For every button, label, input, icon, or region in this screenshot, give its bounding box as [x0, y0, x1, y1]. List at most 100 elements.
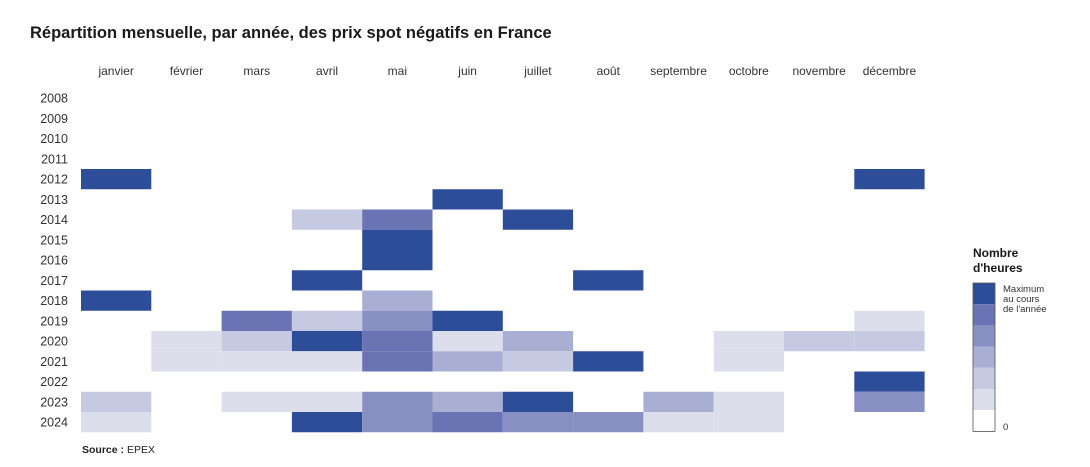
heatmap-cell — [854, 169, 925, 190]
heatmap-cell — [362, 229, 433, 250]
month-label: novembre — [792, 64, 846, 78]
heatmap-cell — [362, 310, 433, 331]
month-label: avril — [316, 64, 338, 78]
year-label: 2010 — [40, 132, 68, 146]
month-label: mars — [243, 64, 270, 78]
heatmap-cell — [854, 391, 925, 412]
heatmap-cell — [573, 412, 644, 433]
heatmap-cell — [362, 351, 433, 372]
heatmap-cell — [291, 331, 363, 352]
legend-swatch — [973, 410, 995, 432]
heatmap-cell — [81, 391, 152, 412]
month-label: février — [170, 64, 203, 78]
legend-max-line1: Maximum — [1003, 284, 1045, 295]
heatmap-cell — [291, 412, 363, 433]
heatmap-cell — [432, 351, 503, 372]
heatmap-cell — [643, 391, 714, 412]
heatmap-cell — [502, 331, 574, 352]
heatmap-cell — [854, 331, 925, 352]
legend-max-line2: au cours — [1003, 294, 1040, 305]
year-label: 2018 — [40, 294, 68, 308]
month-label: janvier — [97, 64, 133, 78]
heatmap-cell — [362, 391, 433, 412]
month-label: juin — [457, 64, 477, 78]
legend-title-line2: d'heures — [973, 261, 1023, 275]
year-label: 2019 — [40, 314, 68, 328]
legend-swatch — [973, 283, 995, 305]
heatmap-cell — [151, 351, 222, 372]
month-label: décembre — [863, 64, 917, 78]
month-label: juillet — [523, 64, 552, 78]
heatmap-cell — [573, 270, 644, 291]
year-label: 2020 — [40, 335, 68, 349]
legend-frame — [972, 282, 996, 432]
heatmap-cell — [854, 371, 925, 392]
legend-swatch — [973, 325, 995, 347]
legend-title-line1: Nombre — [973, 246, 1019, 260]
legend-swatch — [973, 367, 995, 389]
legend-swatch — [973, 304, 995, 326]
heatmap-cell — [151, 331, 222, 352]
heatmap-cell — [81, 412, 152, 433]
heatmap-cell — [432, 189, 503, 210]
source-note: Source : EPEX — [82, 444, 155, 456]
year-label: 2016 — [40, 254, 68, 268]
year-label: 2021 — [40, 355, 68, 369]
legend-swatch — [973, 346, 995, 368]
heatmap-cell — [432, 310, 503, 331]
heatmap-cell — [502, 412, 574, 433]
heatmap-cell — [221, 391, 292, 412]
year-label: 2023 — [40, 395, 68, 409]
legend-title: Nombre d'heures — [973, 246, 1043, 276]
source-label: Source : — [82, 444, 125, 456]
legend-min-label: 0 — [1003, 422, 1009, 433]
heatmap-cell — [362, 209, 433, 230]
heatmap-cell — [432, 391, 503, 412]
heatmap-cell — [362, 412, 433, 433]
heatmap-cell — [854, 310, 925, 331]
month-label: octobre — [729, 64, 769, 78]
year-label: 2012 — [40, 173, 68, 187]
year-label: 2013 — [40, 193, 68, 207]
legend-max-line3: de l'année — [1003, 304, 1047, 315]
year-label: 2011 — [41, 152, 68, 166]
heatmap-cell — [573, 351, 644, 372]
heatmap-cell — [713, 331, 784, 352]
heatmap-cell — [713, 412, 784, 433]
heatmap-cell — [362, 250, 433, 271]
year-label: 2014 — [40, 213, 68, 227]
heatmap-cell — [81, 169, 152, 190]
heatmap-cell — [221, 331, 292, 352]
heatmap-cell — [502, 391, 574, 412]
year-label: 2015 — [40, 233, 68, 247]
year-label: 2024 — [40, 416, 68, 430]
heatmap-cell — [221, 310, 292, 331]
heatmap-cell — [221, 351, 292, 372]
heatmap-cell — [432, 331, 503, 352]
heatmap-cell — [362, 331, 433, 352]
heatmap-cell — [291, 209, 363, 230]
chart-title: Répartition mensuelle, par année, des pr… — [30, 24, 552, 42]
heatmap-cell — [713, 391, 784, 412]
heatmap-cell — [432, 412, 503, 433]
legend-max-label: Maximum au cours de l'année — [1003, 285, 1073, 315]
month-label: août — [597, 64, 621, 78]
heatmap-cell — [291, 351, 363, 372]
year-label: 2008 — [40, 92, 68, 106]
heatmap-cell — [502, 351, 574, 372]
month-label: septembre — [650, 64, 707, 78]
month-label: mai — [388, 64, 407, 78]
heatmap-cell — [713, 351, 784, 372]
heatmap-cell — [291, 310, 363, 331]
source-value: EPEX — [126, 444, 155, 456]
heatmap-cell — [291, 391, 363, 412]
heatmap-cell — [784, 331, 855, 352]
year-label: 2009 — [40, 112, 68, 126]
year-label: 2017 — [40, 274, 68, 288]
heatmap-cell — [81, 290, 152, 311]
year-label: 2022 — [40, 375, 68, 389]
heatmap-cell — [291, 270, 363, 291]
legend-swatch — [973, 389, 995, 411]
heatmap-cell — [502, 209, 574, 230]
